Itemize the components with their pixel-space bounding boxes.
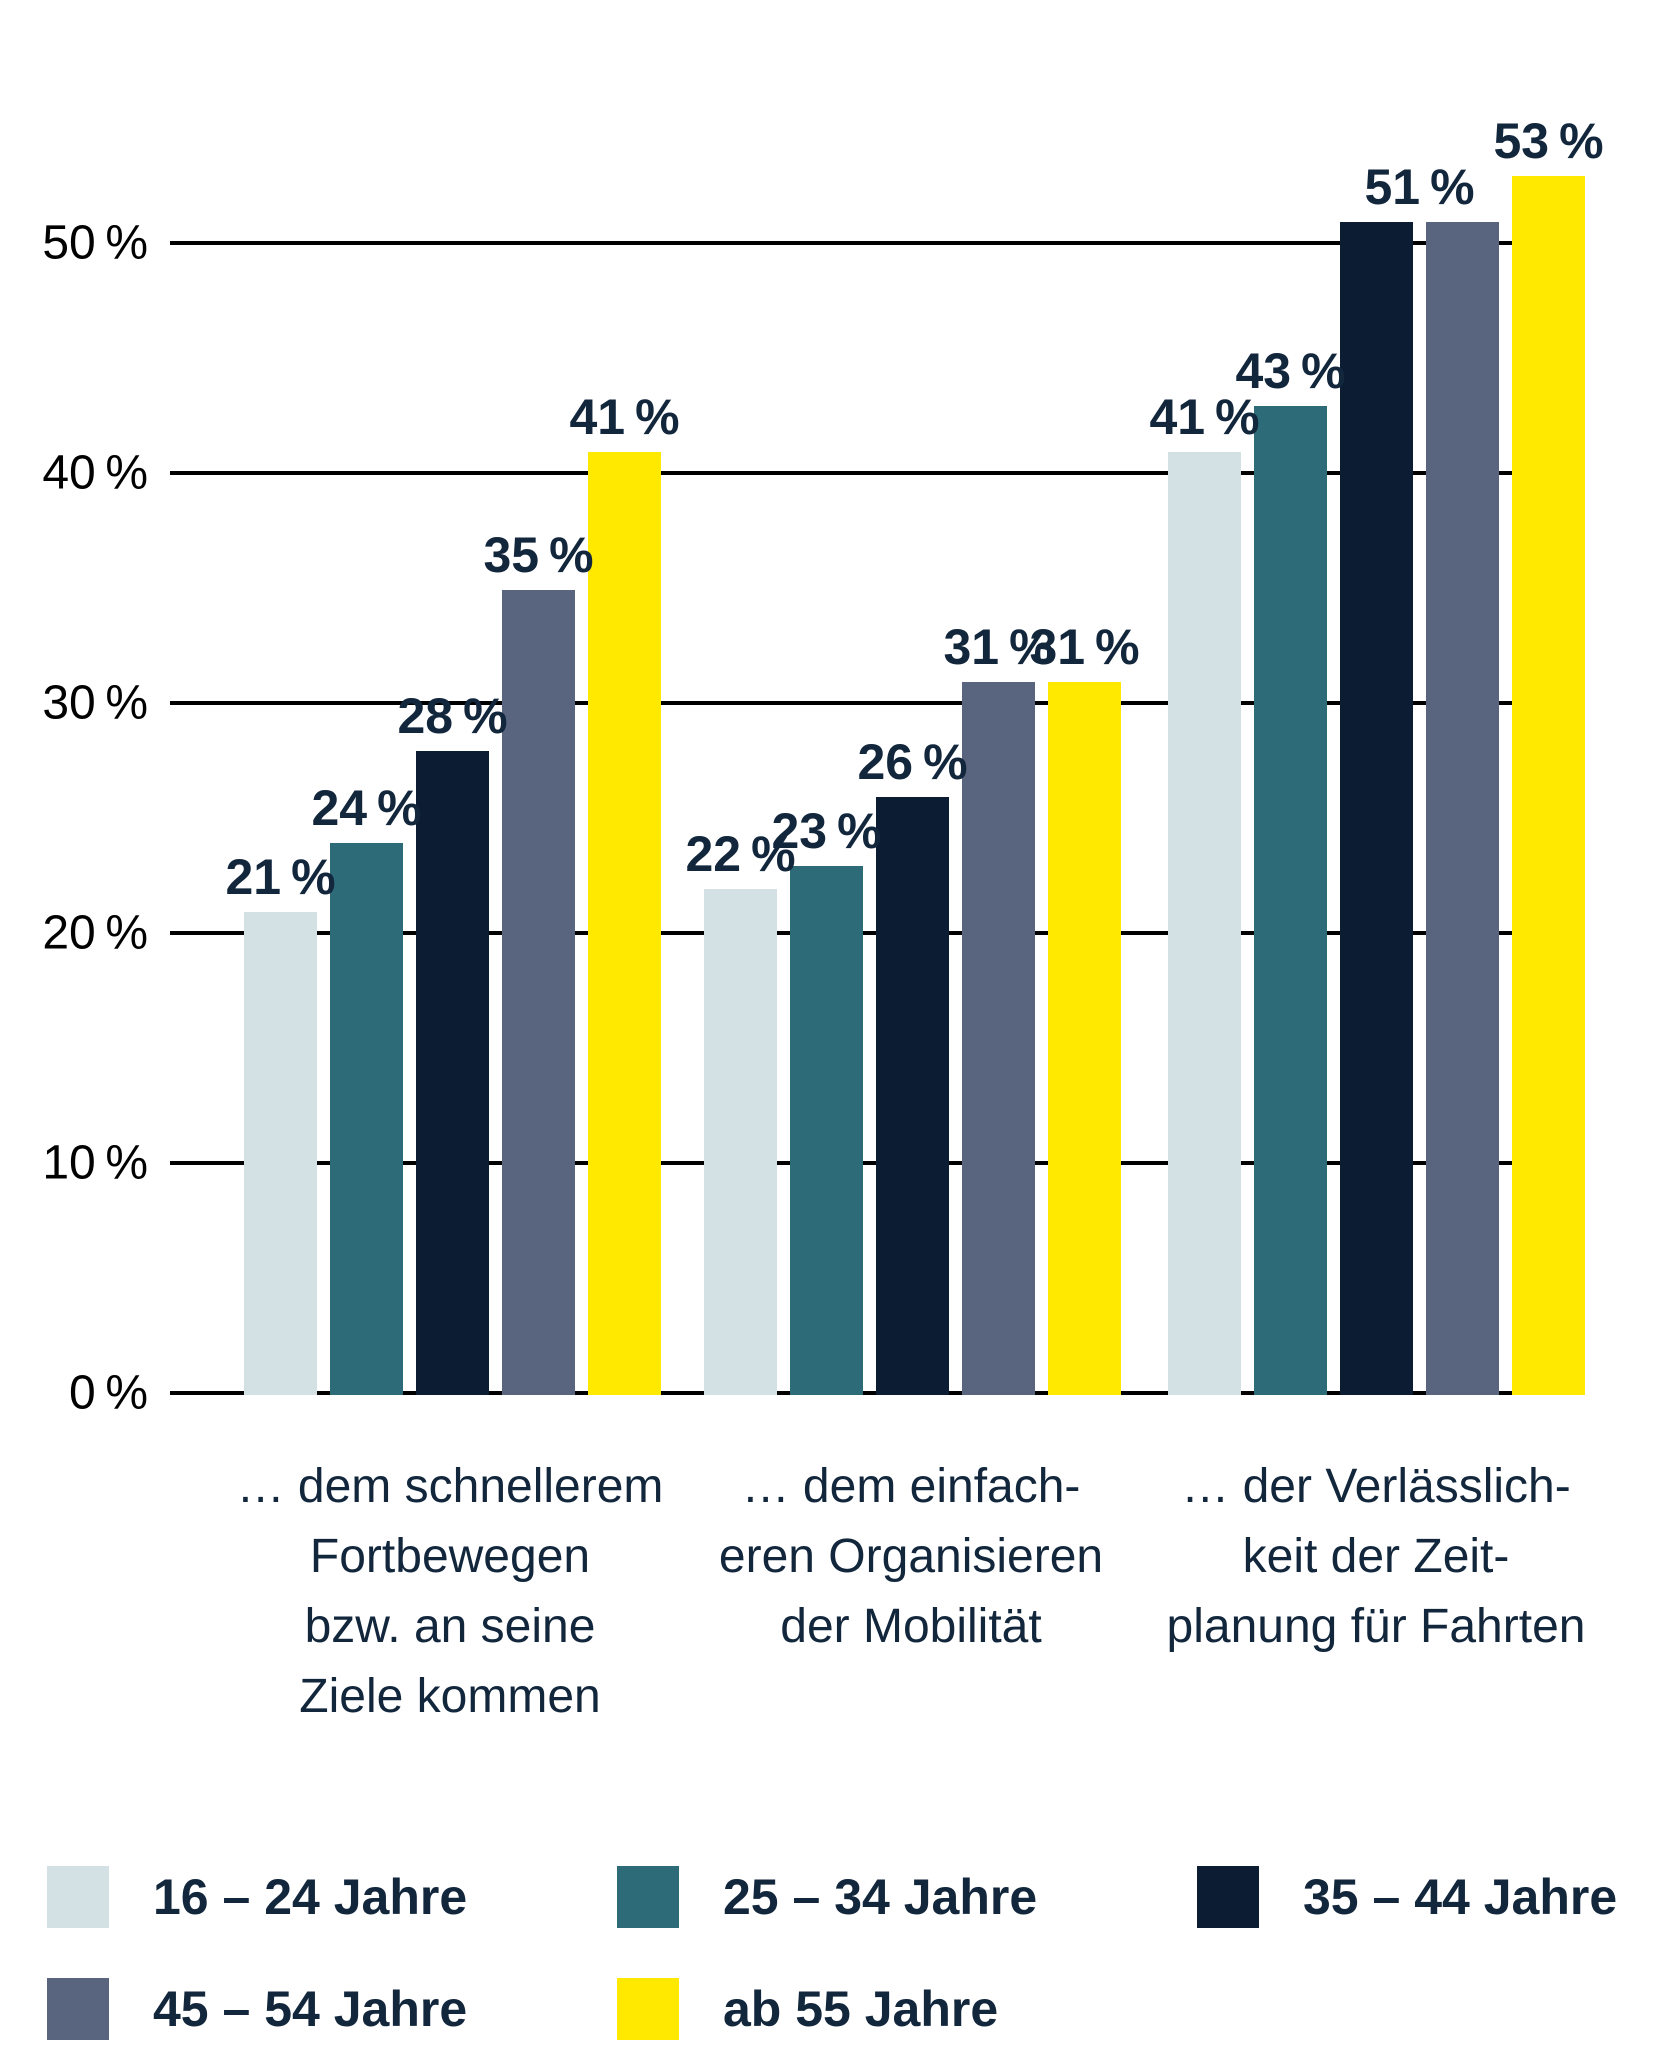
bar-g2-s1 — [704, 889, 777, 1395]
bar-g2-s2 — [790, 866, 863, 1395]
legend-swatch — [617, 1978, 679, 2040]
bar-g2-s3 — [876, 797, 949, 1395]
bar-g3-s3 — [1340, 222, 1413, 1395]
legend-label: ab 55 Jahre — [723, 1981, 999, 2037]
bar-g2-s5 — [1048, 682, 1121, 1395]
category-label: … dem einfach- eren Organisieren der Mob… — [718, 1460, 1104, 1653]
bar-value-label: 23 % — [771, 803, 882, 859]
legend-label: 35 – 44 Jahre — [1303, 1869, 1618, 1925]
bar-value-label: 41 % — [569, 389, 680, 445]
bar-value-label: 26 % — [857, 734, 968, 790]
bar-g3-s5 — [1512, 176, 1585, 1395]
legend-swatch — [47, 1866, 109, 1928]
bar-value-label: 31 % — [1029, 619, 1140, 675]
gridline-10 — [170, 1161, 1581, 1165]
y-axis-tick-label: 20 % — [42, 906, 148, 960]
bar-g1-s3 — [416, 751, 489, 1395]
bar-value-label: 24 % — [311, 780, 422, 836]
bar-value-label: 35 % — [483, 527, 594, 583]
y-axis-tick-label: 40 % — [42, 446, 148, 500]
legend-item: 35 – 44 Jahre — [1197, 1866, 1617, 1928]
category-label: … der Verlässlich- keit der Zeit- planun… — [1166, 1460, 1586, 1653]
bar-g1-s1 — [244, 912, 317, 1395]
bar-g3-s1 — [1168, 452, 1241, 1395]
legend-item: 16 – 24 Jahre — [47, 1866, 467, 1928]
y-axis-tick-label: 50 % — [42, 216, 148, 270]
legend-swatch — [1197, 1866, 1259, 1928]
gridline-0 — [170, 1391, 1581, 1395]
bar-g3-s4 — [1426, 222, 1499, 1395]
legend-item: 45 – 54 Jahre — [47, 1978, 467, 2040]
legend-label: 25 – 34 Jahre — [723, 1869, 1038, 1925]
bar-g1-s2 — [330, 843, 403, 1395]
bar-g1-s5 — [588, 452, 661, 1395]
bar-g3-s2 — [1254, 406, 1327, 1395]
gridline-50 — [170, 241, 1581, 245]
y-axis-tick-label: 0 % — [69, 1366, 148, 1420]
legend-swatch — [617, 1866, 679, 1928]
gridline-40 — [170, 471, 1581, 475]
bar-g1-s4 — [502, 590, 575, 1395]
y-axis-tick-label: 10 % — [42, 1136, 148, 1190]
bar-g2-s4 — [962, 682, 1035, 1395]
bar-value-label: 21 % — [225, 849, 336, 905]
bar-value-label: 53 % — [1493, 113, 1604, 169]
bar-value-label: 41 % — [1149, 389, 1260, 445]
gridline-20 — [170, 931, 1581, 935]
gridline-30 — [170, 701, 1581, 705]
legend-swatch — [47, 1978, 109, 2040]
legend-item: 25 – 34 Jahre — [617, 1866, 1037, 1928]
bar-value-label: 22 % — [685, 826, 796, 882]
legend-label: 45 – 54 Jahre — [153, 1981, 468, 2037]
bar-value-label: 31 % — [943, 619, 1054, 675]
y-axis-tick-label: 30 % — [42, 676, 148, 730]
legend-label: 16 – 24 Jahre — [153, 1869, 468, 1925]
bar-value-label: 43 % — [1235, 343, 1346, 399]
bar-value-label: 51 % — [1364, 159, 1475, 215]
bar-value-label: 28 % — [397, 688, 508, 744]
legend-item: ab 55 Jahre — [617, 1978, 998, 2040]
category-label: … dem schnellerem Fortbewegen bzw. an se… — [236, 1460, 664, 1723]
